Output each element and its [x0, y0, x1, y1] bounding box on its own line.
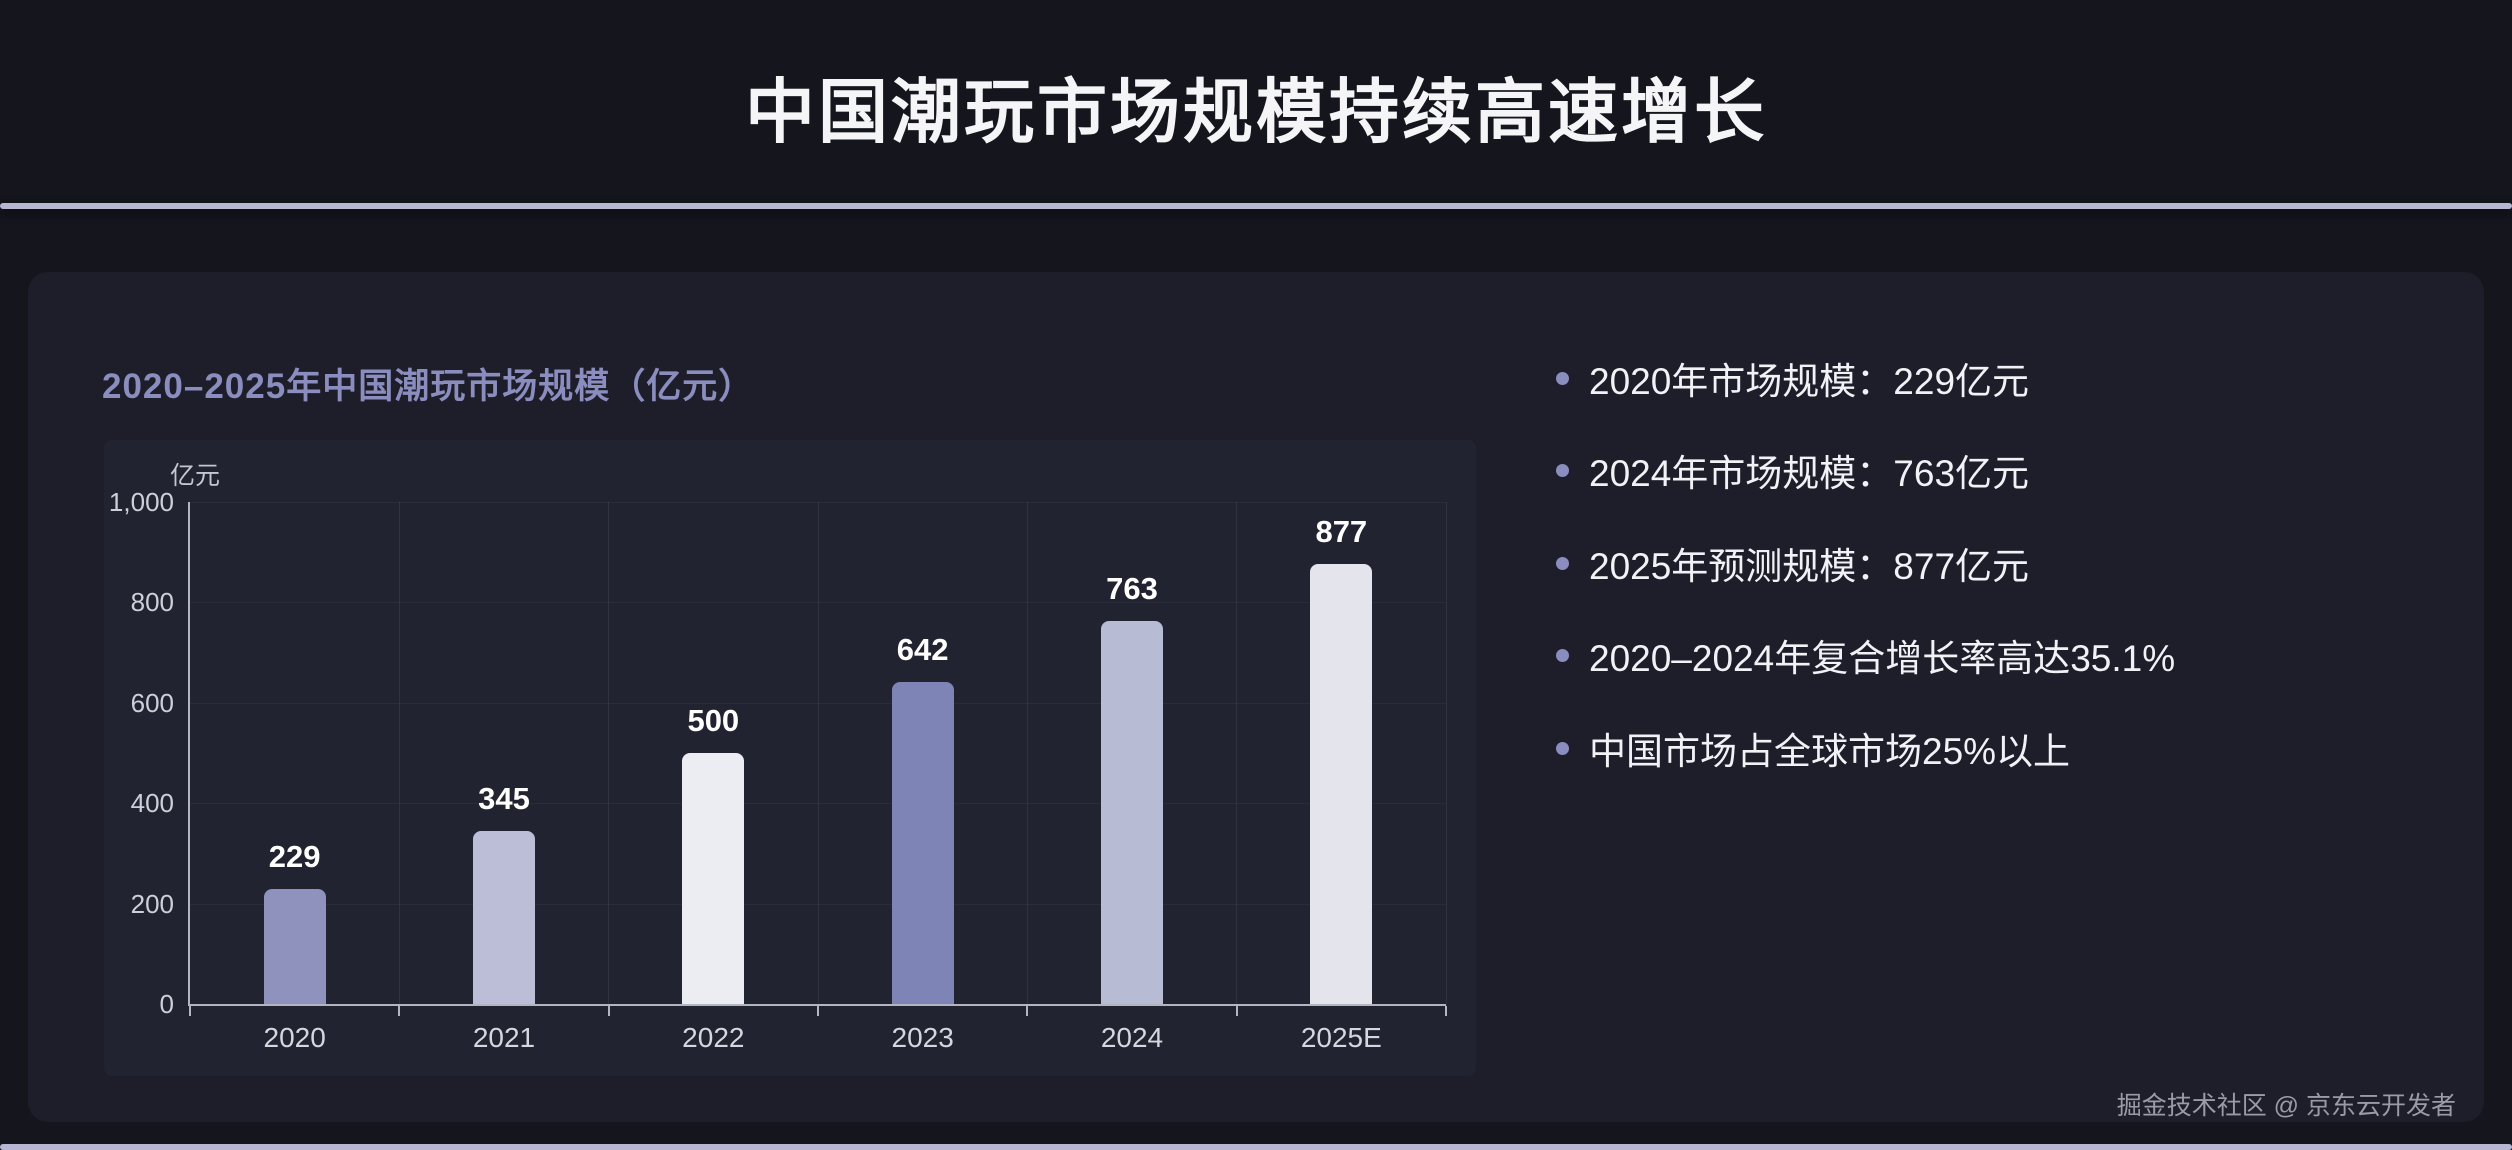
- y-axis-tick-label: 1,000: [108, 487, 174, 517]
- bullet-text: 2020–2024年复合增长率高达35.1%: [1589, 638, 2176, 680]
- bullet-item: 2025年预测规模：877亿元: [1556, 545, 2496, 589]
- bar-2024: [1101, 621, 1163, 1004]
- bullet-dot-icon: [1556, 464, 1569, 478]
- v-gridline: [1026, 502, 1028, 1004]
- x-axis-category-label: 2023: [891, 1022, 954, 1053]
- bullet-item: 2020–2024年复合增长率高达35.1%: [1556, 637, 2496, 681]
- bullet-dot-icon: [1556, 649, 1569, 663]
- slide-title: 中国潮玩市场规模持续高速增长: [745, 73, 1767, 151]
- x-axis-category-label: 2020: [263, 1022, 326, 1053]
- x-axis-category-label: 2024: [1100, 1022, 1164, 1053]
- y-axis-tick-label: 400: [130, 788, 174, 819]
- x-axis-tick: [607, 1006, 610, 1016]
- h-gridline: [190, 702, 1446, 704]
- bullet-item: 2024年市场规模：763亿元: [1556, 452, 2496, 496]
- h-gridline: [190, 602, 1446, 604]
- slide-header: 中国潮玩市场规模持续高速增长: [0, 0, 2512, 203]
- bullet-text: 中国市场占全球市场25%以上: [1589, 730, 2071, 772]
- v-gridline: [1445, 502, 1447, 1004]
- bar-2020: [263, 889, 326, 1004]
- bullet-text: 2020年市场规模：229亿元: [1589, 361, 2030, 402]
- bar-value-label: 877: [1315, 514, 1368, 549]
- x-axis-category-label: 2021: [472, 1022, 536, 1053]
- h-gridline: [190, 803, 1446, 805]
- h-gridline: [190, 502, 1446, 503]
- watermark: 掘金技术社区 @ 京东云开发者: [2116, 1092, 2456, 1120]
- y-axis-unit-label: 亿元: [170, 462, 221, 490]
- x-axis-tick: [1235, 1006, 1238, 1016]
- bar-value-label: 229: [268, 839, 321, 874]
- y-axis-tick-label: 800: [130, 587, 174, 618]
- header-divider: [0, 203, 2512, 209]
- y-axis-tick-label: 200: [130, 888, 174, 919]
- v-gridline: [817, 502, 819, 1004]
- plot-area: 0 200 400 600 800 1,000 229 2020 345 2021 500 2022 6…: [109, 487, 1447, 1053]
- bullet-dot-icon: [1556, 556, 1569, 570]
- v-gridline: [398, 502, 400, 1004]
- bar-value-label: 500: [687, 703, 740, 738]
- x-axis-category-label: 2025E: [1300, 1022, 1382, 1053]
- y-axis-tick-label: 0: [159, 989, 174, 1019]
- bullet-dot-icon: [1556, 741, 1569, 755]
- x-axis-tick: [1026, 1006, 1029, 1016]
- bullet-text: 2025年预测规模：877亿元: [1589, 545, 2030, 587]
- bar-value-label: 763: [1106, 571, 1158, 606]
- bar-chart: 亿元 0 200 400 600 800 1,000 229 2020 345 2021 500 20…: [104, 440, 1476, 1076]
- bar-2022: [682, 753, 745, 1004]
- bullet-dot-icon: [1556, 372, 1569, 385]
- x-axis-tick: [1445, 1006, 1447, 1016]
- bar-value-label: 345: [478, 781, 530, 816]
- bullet-text: 2024年市场规模：763亿元: [1589, 453, 2030, 495]
- x-axis-tick: [189, 1006, 191, 1016]
- bar-value-label: 642: [896, 632, 949, 667]
- v-gridline: [608, 502, 610, 1004]
- bullet-item: 中国市场占全球市场25%以上: [1556, 730, 2496, 774]
- x-axis-tick: [817, 1006, 819, 1016]
- bullet-list: 2020年市场规模：229亿元 2024年市场规模：763亿元 2025年预测规模：…: [1556, 360, 2496, 822]
- x-axis-category-label: 2022: [682, 1022, 745, 1053]
- y-axis-tick-label: 600: [130, 687, 174, 718]
- chart-title: 2020–2025年中国潮玩市场规模（亿元）: [102, 367, 755, 406]
- bullet-item: 2020年市场规模：229亿元: [1556, 360, 2496, 404]
- footer-divider: [0, 1144, 2512, 1150]
- bar-2025E: [1310, 564, 1373, 1004]
- v-gridline: [1236, 502, 1238, 1004]
- bar-2023: [891, 682, 954, 1004]
- x-axis-tick: [398, 1006, 401, 1016]
- bar-2021: [473, 831, 535, 1004]
- h-gridline: [190, 903, 1446, 905]
